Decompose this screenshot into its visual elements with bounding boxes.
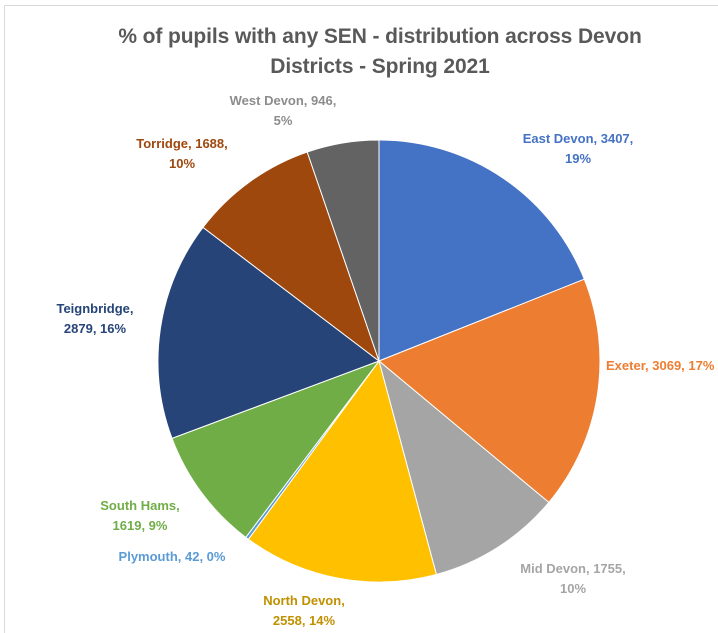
slice-label-line: 10% <box>169 156 195 171</box>
pie-slice-south-hams <box>171 359 381 539</box>
slice-label-line: 2558, 14% <box>273 613 336 628</box>
slice-label-north-devon: North Devon, 2558, 14% <box>263 593 345 628</box>
slice-label-teignbridge: Teignbridge, 2879, 16% <box>56 301 133 336</box>
slice-label-west-devon: West Devon, 946, 5% <box>230 93 337 128</box>
slice-label-line: 2879, 16% <box>64 321 127 336</box>
slice-label-line: West Devon, 946, <box>230 93 337 108</box>
slice-label-line: 19% <box>565 151 591 166</box>
pie-slice-exeter <box>378 278 601 504</box>
pie-slice-mid-devon <box>378 359 550 576</box>
chart-title-line-1: % of pupils with any SEN - distribution … <box>118 25 642 48</box>
slice-label-east-devon: East Devon, 3407, 19% <box>523 131 634 166</box>
pie-slice-teignbridge <box>157 226 381 439</box>
chart-title: % of pupils with any SEN - distribution … <box>0 22 718 82</box>
slice-label-mid-devon: Mid Devon, 1755, 10% <box>520 561 625 596</box>
slice-label-line: North Devon, <box>263 593 345 608</box>
chart-border <box>4 5 718 633</box>
slice-label-line: Mid Devon, 1755, <box>520 561 625 576</box>
slice-label-line: Teignbridge, <box>56 301 133 316</box>
pie-slice-north-devon <box>247 359 437 583</box>
slice-label-torridge: Torridge, 1688, 10% <box>136 136 228 171</box>
slice-label-line: Plymouth, 42, 0% <box>119 549 226 564</box>
pie-slice-torridge <box>202 151 381 363</box>
slice-label-line: 5% <box>274 113 293 128</box>
slice-label-exeter: Exeter, 3069, 17% <box>606 358 715 373</box>
pie-slice-east-devon <box>378 139 585 362</box>
slice-label-plymouth: Plymouth, 42, 0% <box>119 549 226 564</box>
pie-slice-west-devon <box>306 139 380 362</box>
slice-label-line: East Devon, 3407, <box>523 131 634 146</box>
slice-label-line: Torridge, 1688, <box>136 136 228 151</box>
slice-label-south-hams: South Hams, 1619, 9% <box>100 498 179 533</box>
slice-label-line: 1619, 9% <box>113 518 168 533</box>
slice-label-line: 10% <box>560 581 586 596</box>
slice-label-line: Exeter, 3069, 17% <box>606 358 715 373</box>
chart-title-line-2: Districts - Spring 2021 <box>270 55 490 78</box>
slice-label-line: South Hams, <box>100 498 179 513</box>
